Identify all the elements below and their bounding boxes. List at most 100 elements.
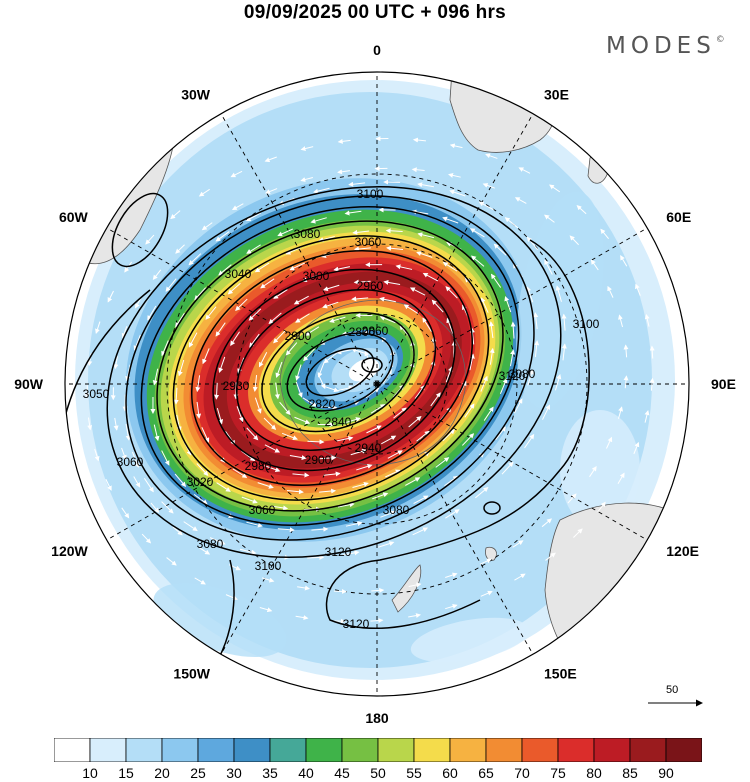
wind-vector-253 [448, 172, 461, 178]
wind-vector-300 [600, 228, 609, 240]
wind-vector-128 [480, 375, 488, 392]
wind-vector-229 [475, 486, 489, 499]
wind-vector-97 [422, 273, 439, 282]
wind-vector-29 [279, 401, 291, 416]
height-contour-1 [286, 332, 394, 412]
wind-vector-274 [297, 585, 310, 591]
wind-vector-221 [544, 259, 553, 275]
wind-vector-159 [461, 433, 475, 446]
longitude-label-90e: 90E [711, 376, 736, 392]
contour-label-16: 2980 [245, 459, 272, 473]
wind-vector-255 [514, 197, 527, 204]
wind-vector-256 [544, 214, 555, 223]
longitude-label-90w: 90W [14, 376, 44, 392]
wind-vector-275 [261, 577, 275, 583]
brand-text: MODES [606, 33, 716, 59]
wind-vector-245 [175, 244, 185, 254]
wind-vector-148 [352, 229, 370, 235]
australia-land [544, 502, 689, 691]
wind-vector-139 [176, 414, 182, 432]
wind-vector-145 [254, 262, 270, 273]
wind-vector-16 [295, 381, 303, 398]
wind-vector-146 [285, 246, 302, 255]
wind-vector-15 [302, 397, 318, 407]
wind-vector-18 [303, 348, 315, 362]
wind-vector-223 [561, 313, 567, 331]
wind-vector-224 [561, 343, 567, 361]
wind-vector-189 [527, 369, 534, 386]
longitude-label-60w: 60W [59, 209, 89, 225]
wind-vector-121 [386, 245, 404, 251]
wind-vector-303 [644, 313, 650, 327]
meridian-300 [106, 227, 378, 385]
wind-vector-84 [264, 465, 281, 473]
wind-vector-314 [445, 603, 458, 610]
wind-vector-129 [464, 403, 475, 418]
wind-vector-108 [257, 482, 274, 489]
wind-vector-55 [422, 317, 432, 332]
colorbar-cell-0 [54, 738, 91, 762]
colorbar-cell-7 [305, 738, 343, 762]
height-contour-0 [305, 347, 375, 397]
wind-vector-222 [555, 285, 562, 302]
wind-vector-260 [618, 314, 624, 328]
tasmania-land [485, 546, 497, 561]
wind-vector-271 [408, 582, 422, 588]
contour-label-2: 3060 [355, 235, 382, 249]
contour-label-9: 2820 [309, 397, 336, 411]
contour-label-11: 2930 [223, 379, 250, 393]
wind-vector-210 [215, 231, 230, 242]
colorbar-tick-65: 65 [478, 765, 494, 781]
wind-vector-153 [490, 273, 502, 288]
wind-vector-17 [295, 364, 302, 381]
wind-vector-149 [385, 228, 403, 234]
wind-vector-81 [356, 463, 373, 471]
height-contour-3120-east [325, 239, 590, 630]
wind-vector-267 [541, 518, 553, 528]
colorbar-cell-14 [557, 738, 595, 762]
wind-vector-308 [617, 472, 625, 485]
wind-vector-141 [177, 359, 185, 377]
wind-vector-92 [273, 289, 288, 299]
wind-vector-327 [87, 417, 93, 431]
wind-vector-184 [493, 243, 507, 256]
wind-vector-61 [319, 455, 337, 461]
colorbar-tick-75: 75 [550, 765, 566, 781]
meridian-330 [220, 113, 378, 385]
wind-vector-90 [230, 331, 240, 346]
colorbar-tick-55: 55 [406, 765, 422, 781]
wind-vector-241 [113, 356, 119, 370]
wind-vector-144 [227, 282, 241, 295]
wind-vector-160 [435, 457, 450, 468]
wind-vector-299 [576, 205, 587, 215]
wind-vector-231 [412, 527, 429, 536]
contour-label-15: 3020 [187, 475, 214, 489]
map-field [65, 72, 689, 696]
wind-vector-244 [152, 269, 162, 281]
wind-vector-89 [218, 356, 226, 373]
wind-vector-233 [342, 550, 360, 556]
wind-vector-234 [307, 554, 325, 560]
contour-label-26: 3120 [343, 617, 370, 631]
wind-vector-220 [526, 236, 539, 251]
wind-vector-48 [258, 352, 268, 368]
height-contour-9 [125, 195, 535, 541]
wind-vector-74 [409, 287, 426, 296]
contour-label-24: 3120 [325, 545, 352, 559]
wind-vector-79 [430, 392, 441, 407]
wind-vector-69 [268, 312, 282, 325]
colorbar-tick-60: 60 [442, 765, 458, 781]
wind-vector-201 [143, 477, 154, 493]
wind-vector-71 [322, 284, 340, 292]
wind-vector-278 [172, 526, 183, 536]
wind-vector-152 [470, 255, 485, 267]
wind-vector-142 [188, 332, 198, 348]
wind-vector-1 [365, 362, 373, 379]
contour-label-23: 3100 [255, 559, 282, 573]
colorbar-cell-15 [593, 738, 631, 762]
wind-vector-254 [482, 183, 496, 189]
wind-vector-214 [348, 181, 366, 187]
wind-vector-166 [193, 493, 208, 505]
wind-patch-1 [153, 583, 287, 657]
wind-patch-3 [560, 410, 640, 530]
